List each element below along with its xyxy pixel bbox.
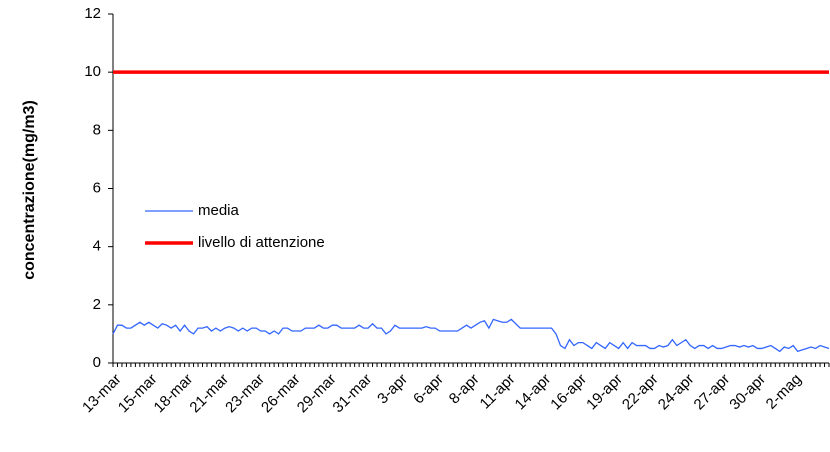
x-tick-label: 24-apr bbox=[655, 371, 698, 414]
x-tick-label: 15-mar bbox=[115, 371, 161, 417]
x-tick-label: 31-mar bbox=[330, 371, 376, 417]
y-tick-label: 6 bbox=[93, 179, 101, 196]
x-tick-label: 19-apr bbox=[583, 371, 626, 414]
x-tick-label: 16-apr bbox=[547, 371, 590, 414]
x-tick-label: 22-apr bbox=[619, 371, 662, 414]
y-tick-label: 0 bbox=[93, 354, 101, 371]
x-tick-label: 21-mar bbox=[186, 371, 232, 417]
x-tick-label: 26-mar bbox=[258, 371, 304, 417]
x-tick-label: 18-mar bbox=[151, 371, 197, 417]
x-tick-label: 29-mar bbox=[294, 371, 340, 417]
x-tick-label: 3-apr bbox=[374, 371, 411, 408]
legend-label: media bbox=[198, 202, 240, 219]
x-tick-label: 2-mag bbox=[763, 371, 805, 413]
y-axis-label: concentrazione(mg/m3) bbox=[21, 100, 38, 280]
x-tick-label: 11-apr bbox=[477, 371, 519, 413]
x-tick-label: 30-apr bbox=[726, 371, 769, 414]
series-line bbox=[112, 318, 830, 353]
x-tick-label: 23-mar bbox=[222, 371, 268, 417]
x-tick-label: 27-apr bbox=[691, 371, 734, 414]
legend-label: livello di attenzione bbox=[198, 234, 325, 251]
y-tick-label: 8 bbox=[93, 121, 101, 138]
y-tick-label: 2 bbox=[93, 296, 101, 313]
y-tick-label: 12 bbox=[84, 5, 101, 22]
y-tick-label: 10 bbox=[84, 63, 101, 80]
x-tick-label: 13-mar bbox=[79, 371, 125, 417]
x-tick-label: 14-apr bbox=[512, 371, 555, 414]
y-tick-label: 4 bbox=[93, 238, 101, 255]
x-tick-label: 6-apr bbox=[410, 371, 447, 408]
